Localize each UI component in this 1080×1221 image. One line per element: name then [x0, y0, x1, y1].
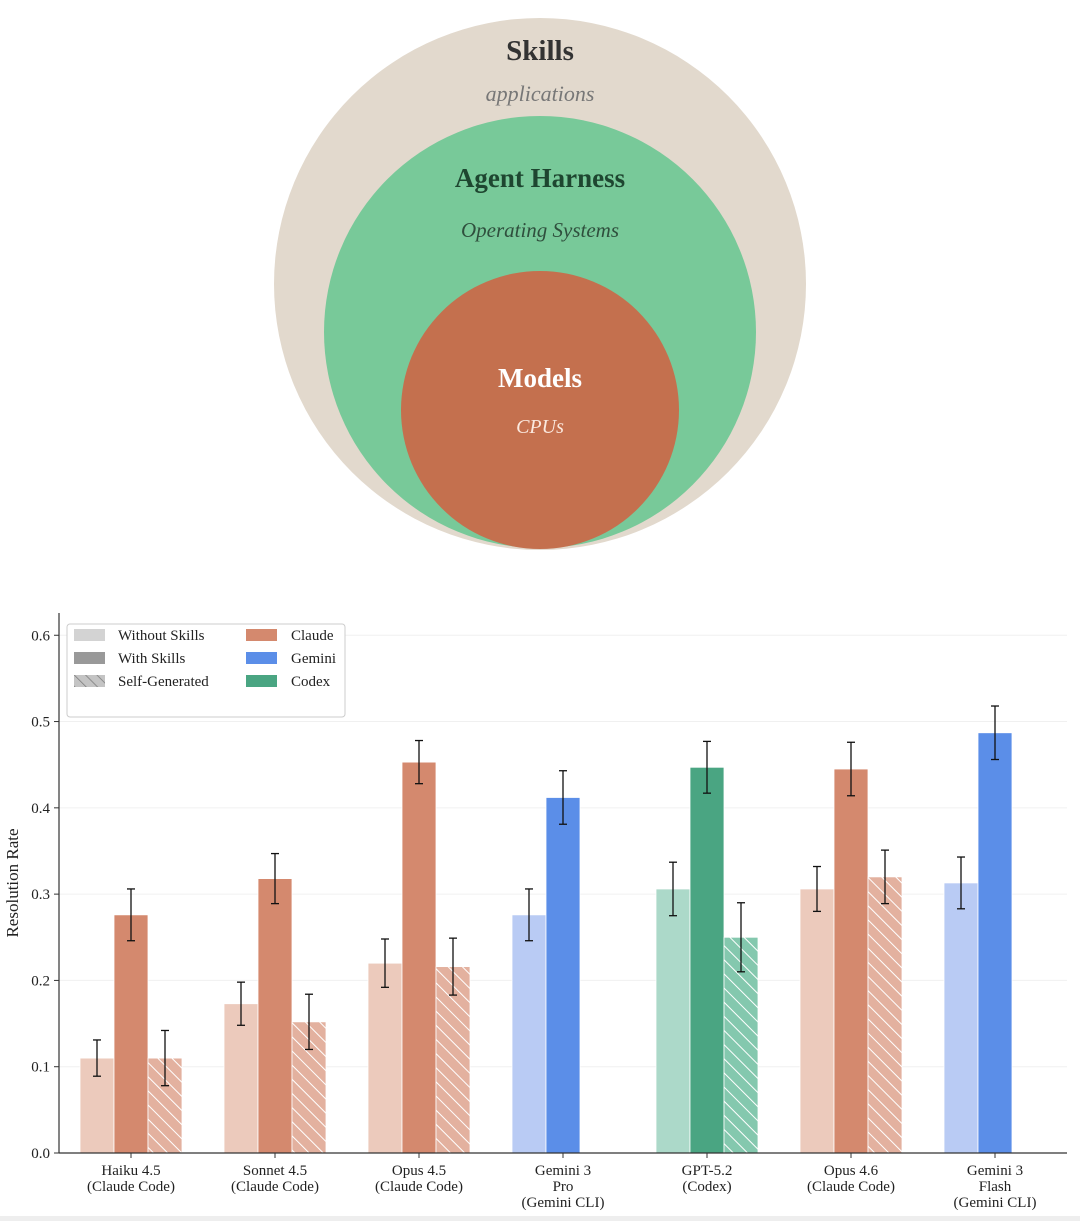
y-tick-label: 0.3 — [31, 887, 50, 903]
legend-swatch — [246, 629, 277, 641]
legend-label: Gemini — [291, 651, 336, 667]
models-title: Models — [498, 363, 582, 393]
bar-without — [367, 962, 403, 1154]
bar-with — [257, 878, 293, 1154]
x-tick-label: Opus 4.6 (Claude Code) — [807, 1163, 895, 1195]
y-tick-label: 0.1 — [31, 1060, 50, 1076]
bar-with — [833, 768, 869, 1154]
bottom-divider — [0, 1216, 1080, 1221]
x-tick-label: Haiku 4.5 (Claude Code) — [87, 1163, 175, 1195]
y-tick-label: 0.4 — [31, 801, 50, 817]
bar-with — [545, 797, 581, 1154]
legend-swatch — [74, 675, 105, 687]
x-tick-label: Gemini 3 Pro (Gemini CLI) — [522, 1163, 605, 1211]
models-circle — [401, 271, 679, 549]
bar-with — [689, 766, 725, 1154]
y-tick-label: 0.0 — [31, 1146, 50, 1162]
legend-label: Without Skills — [118, 628, 205, 644]
legend-label: Codex — [291, 674, 331, 690]
legend-swatch — [246, 652, 277, 664]
resolution-rate-bar-chart: 0.0 0.1 0.2 0.3 0.4 0.5 0.6 Haiku 4.5 (Claude Co… — [3, 613, 1067, 1211]
bar-without — [943, 882, 979, 1154]
y-tick-label: 0.2 — [31, 973, 50, 989]
x-tick-label: Gemini 3 Flash (Gemini CLI) — [954, 1163, 1037, 1211]
models-subtitle: CPUs — [516, 416, 564, 438]
bar-self — [723, 936, 759, 1154]
skills-title: Skills — [506, 35, 574, 67]
y-axis-label: Resolution Rate — [3, 828, 22, 937]
agent-harness-title: Agent Harness — [455, 163, 625, 193]
legend-box — [66, 623, 346, 718]
axes: 0.0 0.1 0.2 0.3 0.4 0.5 0.6 Haiku 4.5 (Claude Co… — [31, 613, 1067, 1211]
bar-with — [113, 914, 149, 1154]
x-tick-label: Opus 4.5 (Claude Code) — [375, 1163, 463, 1195]
bar-with — [977, 732, 1013, 1154]
bar-self — [867, 876, 903, 1154]
skills-subtitle: applications — [486, 81, 595, 106]
bar-with — [401, 761, 437, 1154]
agent-harness-subtitle: Operating Systems — [461, 218, 619, 242]
bar-without — [799, 888, 835, 1154]
legend: Without Skills With Skills Self-Generated C… — [66, 623, 346, 718]
layered-circle-diagram: Skills applications Agent Harness Operat… — [274, 18, 806, 550]
bar-self — [291, 1021, 327, 1154]
bar-without — [223, 1003, 259, 1154]
legend-label: With Skills — [118, 651, 185, 667]
bar-without — [655, 888, 691, 1154]
y-tick-label: 0.5 — [31, 715, 50, 731]
bars — [79, 705, 1013, 1154]
x-tick-label: Sonnet 4.5 (Claude Code) — [231, 1163, 319, 1195]
legend-swatch — [246, 675, 277, 687]
legend-label: Self-Generated — [118, 674, 209, 690]
legend-swatch — [74, 629, 105, 641]
y-tick-label: 0.6 — [31, 628, 50, 644]
bar-without — [511, 914, 547, 1154]
legend-swatch — [74, 652, 105, 664]
x-tick-label: GPT-5.2 (Codex) — [682, 1163, 733, 1195]
legend-label: Claude — [291, 628, 334, 644]
